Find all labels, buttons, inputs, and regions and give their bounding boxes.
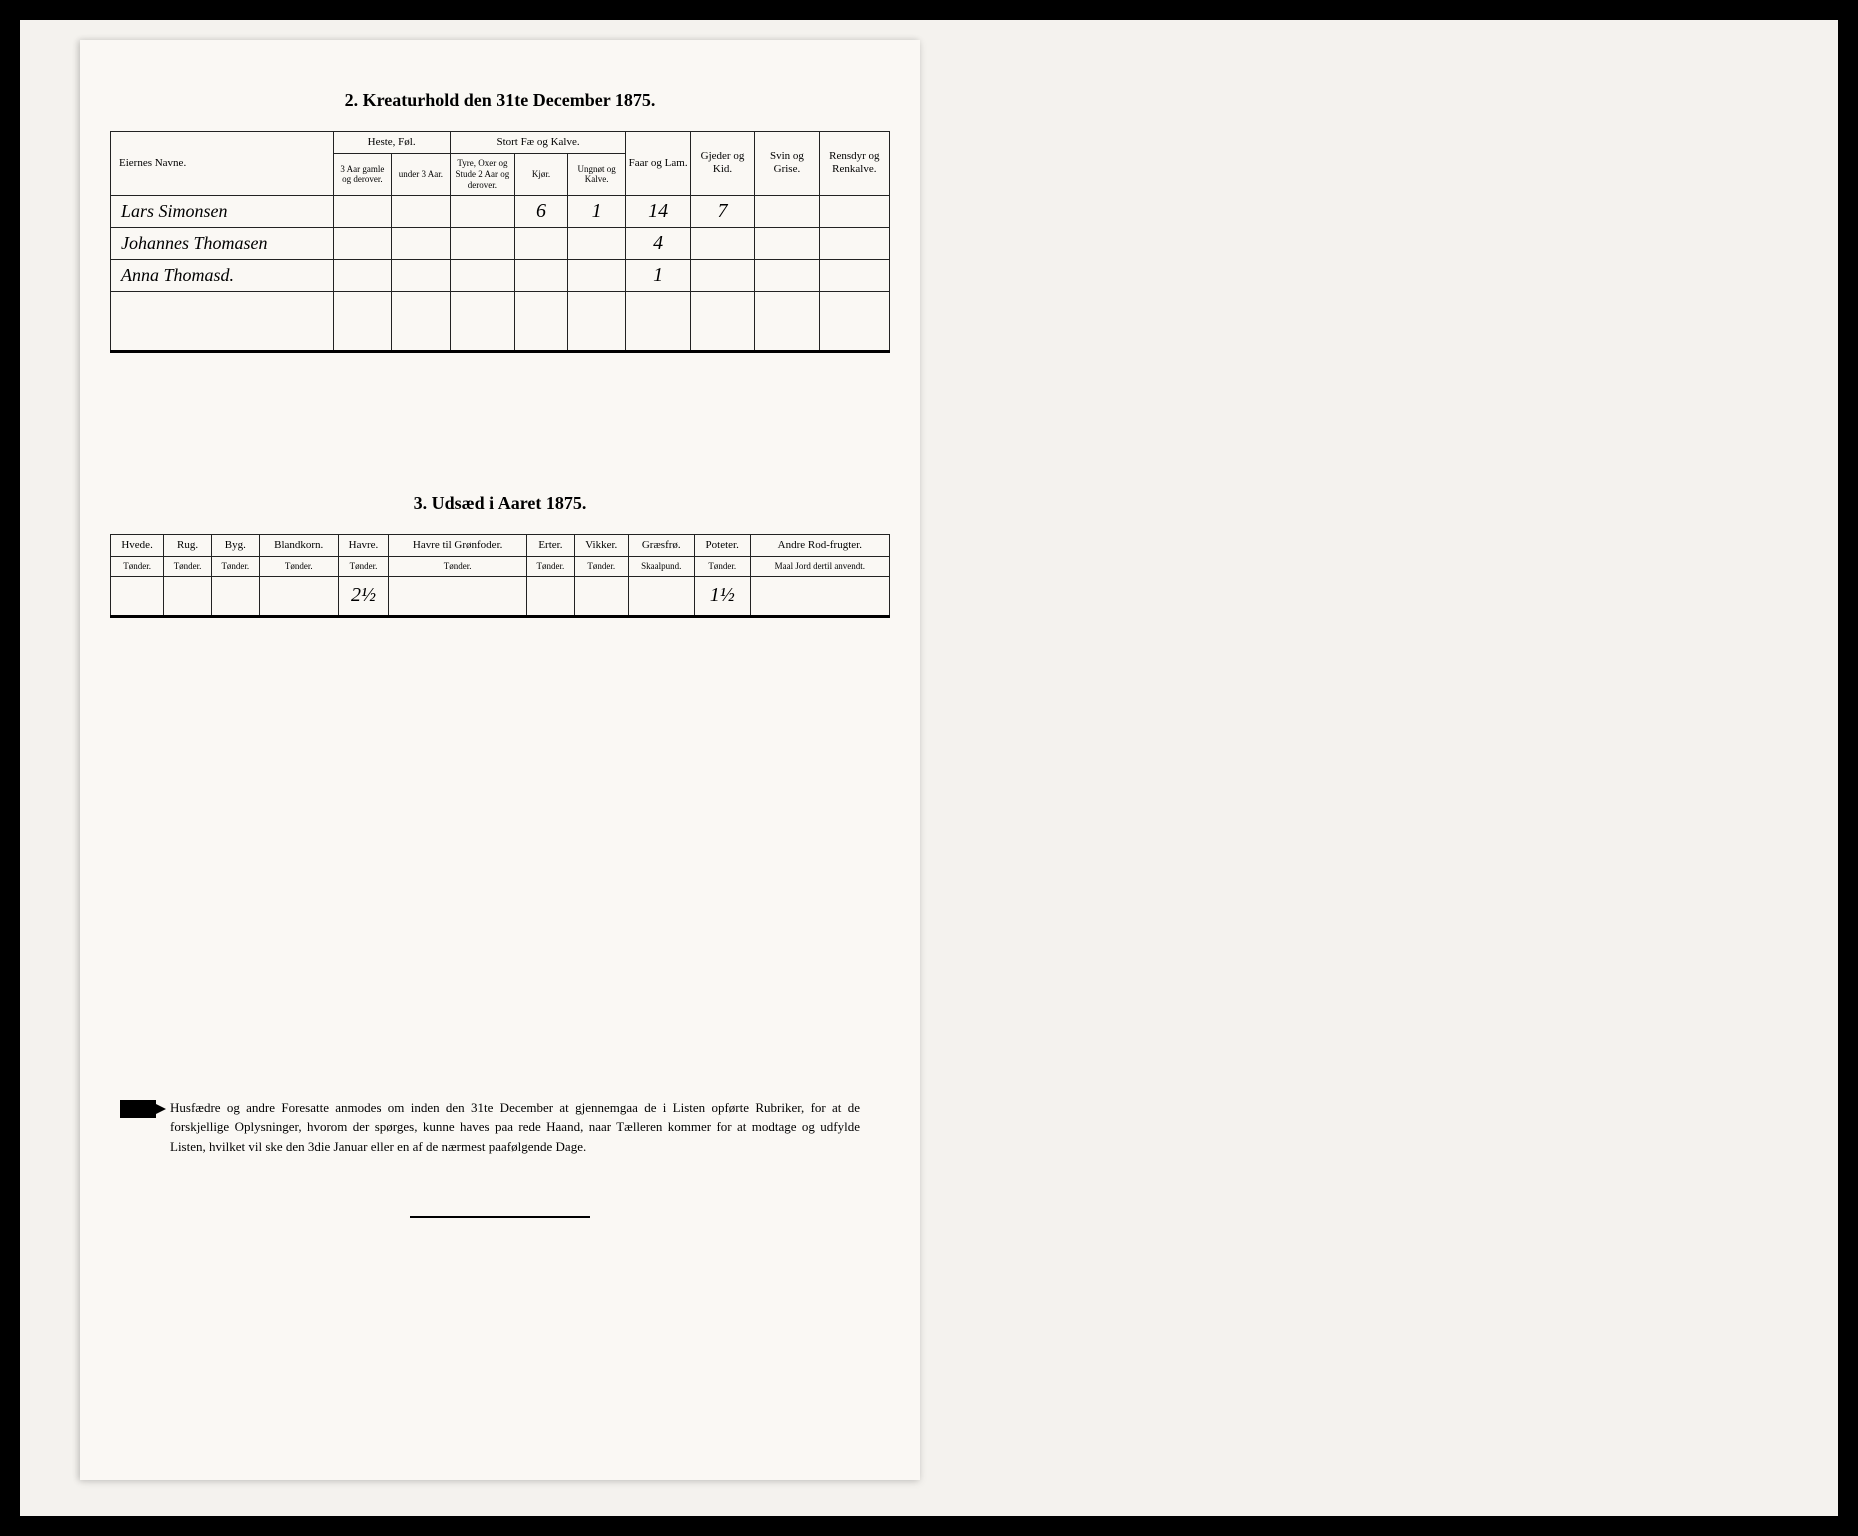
col-heste-a: 3 Aar gamle og derover. <box>333 154 392 195</box>
footer-text: Husfædre og andre Foresatte anmodes om i… <box>170 1100 860 1154</box>
col-rug: Rug. <box>164 534 212 556</box>
sowing-table: Hvede. Rug. Byg. Blandkorn. Havre. Havre… <box>110 534 890 618</box>
col-graes: Græsfrø. <box>628 534 694 556</box>
owner-name: Johannes Thomasen <box>111 227 334 259</box>
col-gjeder: Gjeder og Kid. <box>690 132 754 196</box>
section3-title: 3. Udsæd i Aaret 1875. <box>110 493 890 514</box>
col-heste-b: under 3 Aar. <box>392 154 451 195</box>
cell-poteter: 1½ <box>694 576 750 616</box>
col-hvede: Hvede. <box>111 534 164 556</box>
col-poteter: Poteter. <box>694 534 750 556</box>
cell-kjor: 6 <box>515 195 568 227</box>
col-stort-b: Kjør. <box>515 154 568 195</box>
col-stort: Stort Fæ og Kalve. <box>450 132 626 154</box>
col-havre: Havre. <box>338 534 388 556</box>
document-page: 2. Kreaturhold den 31te December 1875. E… <box>80 40 920 1480</box>
col-faar: Faar og Lam. <box>626 132 690 196</box>
cell-faar: 4 <box>626 227 690 259</box>
cell-havre: 2½ <box>338 576 388 616</box>
table-blank-area <box>111 291 890 351</box>
cell-faar: 1 <box>626 259 690 291</box>
table-row: Johannes Thomasen 4 <box>111 227 890 259</box>
pointing-hand-icon <box>120 1100 156 1118</box>
col-owner-names: Eiernes Navne. <box>111 132 334 196</box>
owner-name: Lars Simonsen <box>111 195 334 227</box>
col-vikker: Vikker. <box>574 534 628 556</box>
col-ren: Rensdyr og Renkalve. <box>819 132 889 196</box>
col-erter: Erter. <box>527 534 575 556</box>
sowing-header-row: Hvede. Rug. Byg. Blandkorn. Havre. Havre… <box>111 534 890 556</box>
col-svin: Svin og Grise. <box>755 132 819 196</box>
col-heste: Heste, Føl. <box>333 132 450 154</box>
table-row: Lars Simonsen 6 1 14 7 <box>111 195 890 227</box>
cell-ung: 1 <box>567 195 626 227</box>
section2-title: 2. Kreaturhold den 31te December 1875. <box>110 90 890 111</box>
owner-name: Anna Thomasd. <box>111 259 334 291</box>
end-rule <box>410 1216 590 1218</box>
cell-gjed: 7 <box>690 195 754 227</box>
col-andre: Andre Rod-frugter. <box>750 534 889 556</box>
footer-note: Husfædre og andre Foresatte anmodes om i… <box>110 1098 890 1157</box>
col-bland: Blandkorn. <box>259 534 338 556</box>
col-havre-g: Havre til Grønfoder. <box>389 534 527 556</box>
cell-faar: 14 <box>626 195 690 227</box>
sowing-data-row: 2½ 1½ <box>111 576 890 616</box>
col-stort-c: Ungnøt og Kalve. <box>567 154 626 195</box>
table-row: Anna Thomasd. 1 <box>111 259 890 291</box>
col-stort-a: Tyre, Oxer og Stude 2 Aar og derover. <box>450 154 514 195</box>
livestock-table: Eiernes Navne. Heste, Føl. Stort Fæ og K… <box>110 131 890 353</box>
col-byg: Byg. <box>211 534 259 556</box>
sowing-unit-row: Tønder. Tønder. Tønder. Tønder. Tønder. … <box>111 556 890 576</box>
